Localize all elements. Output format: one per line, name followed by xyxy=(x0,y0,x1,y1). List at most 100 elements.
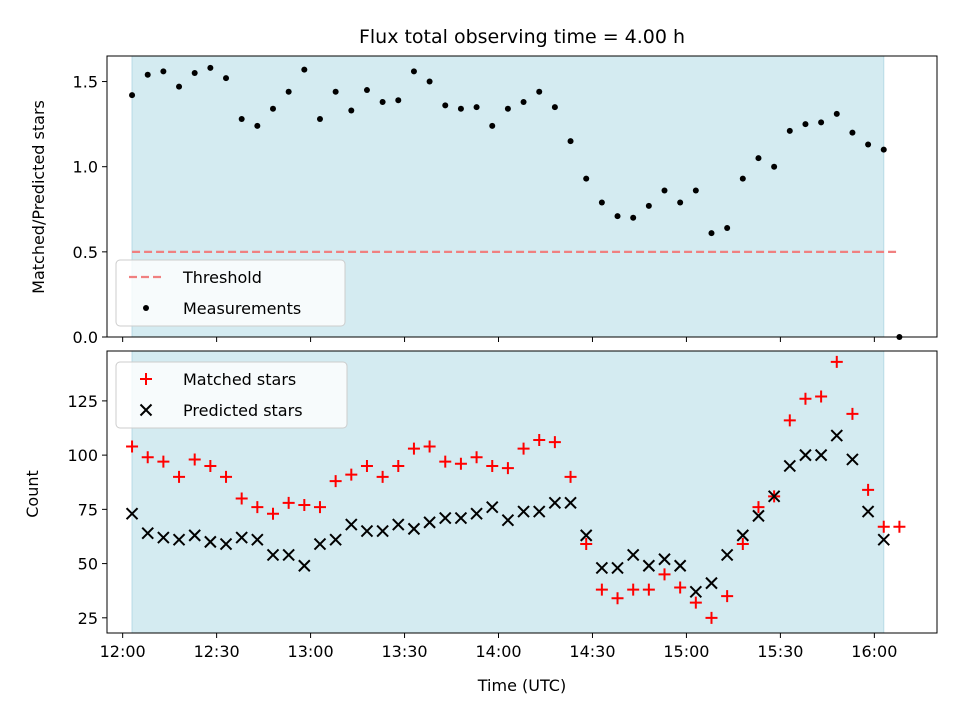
legend-label: Threshold xyxy=(182,268,262,287)
predicted-star-point xyxy=(783,459,796,473)
measurement-point xyxy=(865,141,872,148)
matched-star-point xyxy=(736,538,749,551)
predicted-star-point xyxy=(188,529,201,542)
x-axis-label: Time (UTC) xyxy=(477,676,566,695)
y-tick-label: 0.5 xyxy=(73,243,98,262)
measurement-point xyxy=(818,119,825,126)
matched-star-point xyxy=(298,499,311,512)
measurement-point xyxy=(708,230,715,237)
predicted-star-point xyxy=(266,548,280,562)
predicted-star-point xyxy=(282,548,295,562)
matched-star-point xyxy=(627,583,640,596)
matched-star-point xyxy=(580,538,593,551)
predicted-star-point xyxy=(642,559,656,572)
chart-title: Flux total observing time = 4.00 h xyxy=(359,26,685,48)
legend-label: Predicted stars xyxy=(183,401,303,420)
matched-star-point xyxy=(235,492,248,505)
measurement-point xyxy=(598,199,605,206)
measurement-point xyxy=(207,64,214,71)
measurement-point xyxy=(144,71,151,78)
legend-predicted-marker xyxy=(139,403,153,417)
y-tick-label: 0.0 xyxy=(73,328,98,347)
matched-star-point xyxy=(376,470,389,483)
measurement-point xyxy=(160,68,167,75)
matched-star-point xyxy=(470,451,483,464)
measurement-point xyxy=(833,110,840,117)
predicted-star-point xyxy=(673,559,687,572)
measurement-point xyxy=(457,105,464,112)
predicted-star-point xyxy=(345,518,358,531)
predicted-star-point xyxy=(454,511,468,525)
matched-star-point xyxy=(360,459,373,472)
predicted-star-point xyxy=(752,509,765,523)
matched-star-point xyxy=(846,407,859,420)
x-tick-label: 13:00 xyxy=(288,642,334,661)
predicted-star-point xyxy=(141,527,154,540)
predicted-star-point xyxy=(125,507,139,520)
predicted-star-point xyxy=(423,516,436,529)
measurement-point xyxy=(551,104,558,111)
predicted-star-point xyxy=(157,531,170,544)
matched-star-point xyxy=(564,470,577,483)
x-tick-label: 15:30 xyxy=(757,642,803,661)
matched-star-point xyxy=(392,459,405,472)
predicted-star-point xyxy=(580,529,593,542)
y-axis-label-top: Matched/Predicted stars xyxy=(29,100,48,294)
matched-star-point xyxy=(501,462,514,475)
matched-star-point xyxy=(407,442,420,455)
measurement-point xyxy=(426,78,433,85)
measurement-point xyxy=(379,98,386,105)
predicted-star-point xyxy=(407,522,421,536)
matched-star-point xyxy=(815,390,828,403)
predicted-star-point xyxy=(360,524,374,538)
matched-star-point xyxy=(517,442,530,455)
measurement-point xyxy=(270,105,276,112)
matched-star-point xyxy=(267,507,279,520)
matched-star-point xyxy=(141,451,154,464)
measurement-point xyxy=(677,199,684,206)
matched-star-point xyxy=(126,440,139,453)
predicted-star-point xyxy=(235,531,248,544)
matched-star-point xyxy=(313,501,326,514)
predicted-star-point xyxy=(439,511,452,525)
measurement-point xyxy=(238,116,245,123)
matched-star-point xyxy=(705,611,718,624)
measurement-point xyxy=(395,97,402,104)
x-tick-label: 14:00 xyxy=(475,642,521,661)
measurement-point xyxy=(504,105,511,112)
y-tick-label: 50 xyxy=(78,555,98,574)
measurement-point xyxy=(880,146,887,153)
predicted-star-point xyxy=(172,533,186,546)
measurement-point xyxy=(739,175,746,182)
matched-star-point xyxy=(454,457,467,470)
predicted-star-point xyxy=(392,518,405,531)
measurement-point xyxy=(786,127,793,134)
matched-star-point xyxy=(611,592,624,605)
measurement-point xyxy=(771,163,778,170)
measurement-point xyxy=(645,202,652,209)
predicted-star-point xyxy=(830,429,843,442)
matched-star-point xyxy=(783,414,796,427)
matched-star-point xyxy=(486,459,499,472)
predicted-star-point xyxy=(470,507,483,520)
predicted-star-point xyxy=(517,505,530,518)
measurement-point xyxy=(661,187,668,194)
measurement-point xyxy=(849,129,856,136)
predicted-star-point xyxy=(720,548,734,562)
matched-star-point xyxy=(548,436,561,449)
predicted-star-point xyxy=(486,500,499,514)
predicted-star-point xyxy=(658,553,671,566)
predicted-star-point xyxy=(736,529,750,542)
predicted-star-point xyxy=(861,505,875,518)
measurement-point xyxy=(442,102,449,109)
predicted-star-point xyxy=(877,533,890,546)
matched-star-point xyxy=(689,596,702,609)
predicted-star-point xyxy=(564,496,577,510)
predicted-star-point xyxy=(611,561,624,575)
matched-star-point xyxy=(157,455,170,468)
measurement-point xyxy=(332,88,339,95)
measurement-point xyxy=(176,83,183,90)
measurement-point xyxy=(614,213,621,220)
measurement-point xyxy=(520,98,527,105)
